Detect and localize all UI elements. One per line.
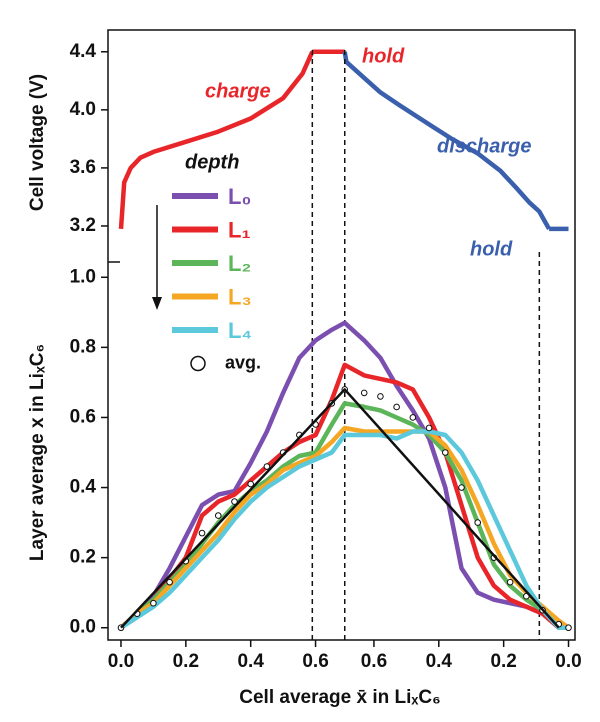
y-tick-label: 0.6: [70, 406, 96, 427]
y-axis-label: Cell voltage (V): [27, 74, 48, 211]
y-tick-label: 3.2: [70, 215, 96, 236]
x-tick-label: 0.0: [108, 651, 134, 672]
legend-label: L₂: [228, 251, 251, 276]
y-tick-label: 4.4: [70, 41, 97, 62]
series-line: [342, 51, 552, 231]
plot-frame: [107, 29, 576, 641]
y-tick-label: 3.6: [70, 157, 96, 178]
avg-marker: [393, 403, 400, 411]
avg-marker: [506, 578, 514, 586]
legend-label: avg.: [225, 352, 261, 372]
depth-arrow-head: [152, 297, 162, 310]
legend-marker: [190, 355, 206, 372]
curve-annotation: charge: [205, 80, 271, 102]
avg-marker: [231, 498, 238, 505]
curve-annotation: hold: [362, 45, 405, 67]
y-axis-label: Layer average x in LiₓC₆: [27, 344, 48, 561]
series-line: [119, 425, 570, 630]
legend-label: L₄: [228, 318, 252, 343]
avg-marker: [360, 389, 368, 397]
series-line: [119, 401, 570, 630]
x-tick-label: 0.4: [426, 651, 453, 672]
y-tick-label: 0.2: [70, 547, 96, 568]
avg-marker: [474, 519, 482, 526]
avg-marker: [198, 529, 206, 537]
legend-label: L₁: [228, 217, 251, 242]
y-tick-label: 0.4: [70, 477, 97, 498]
avg-marker: [409, 414, 417, 421]
legend-label: L₃: [228, 284, 252, 309]
avg-marker: [247, 480, 254, 488]
series-line: [119, 320, 569, 630]
series-line: [119, 362, 569, 630]
x-tick-label: 0.2: [490, 651, 516, 672]
avg-marker: [441, 449, 449, 456]
series-line: [120, 388, 560, 629]
avg-marker: [565, 624, 572, 632]
y-tick-label: 0.0: [70, 617, 96, 638]
x-tick-label: 0.2: [173, 651, 199, 672]
avg-marker: [458, 484, 465, 491]
series-line: [119, 429, 569, 630]
x-tick-label: 0.6: [361, 651, 387, 672]
avg-marker: [425, 424, 433, 432]
legend-title: depth: [185, 151, 239, 173]
curve-annotation: hold: [470, 238, 513, 260]
avg-marker: [166, 578, 173, 586]
avg-marker: [263, 463, 271, 470]
y-tick-label: 0.8: [70, 336, 96, 357]
y-tick-label: 1.0: [70, 266, 96, 287]
x-tick-label: 0.0: [555, 651, 581, 672]
x-tick-label: 0.4: [237, 651, 264, 672]
series-line: [118, 50, 315, 230]
avg-marker: [214, 512, 222, 519]
avg-marker: [377, 393, 384, 400]
curve-annotation: discharge: [437, 135, 531, 157]
y-tick-label: 4.0: [70, 99, 96, 120]
x-axis-label: Cell average x̄ in LiₓC₆: [239, 687, 440, 708]
x-tick-label: 0.6: [302, 651, 328, 672]
avg-marker: [150, 599, 157, 607]
legend-label: L₀: [228, 184, 251, 209]
